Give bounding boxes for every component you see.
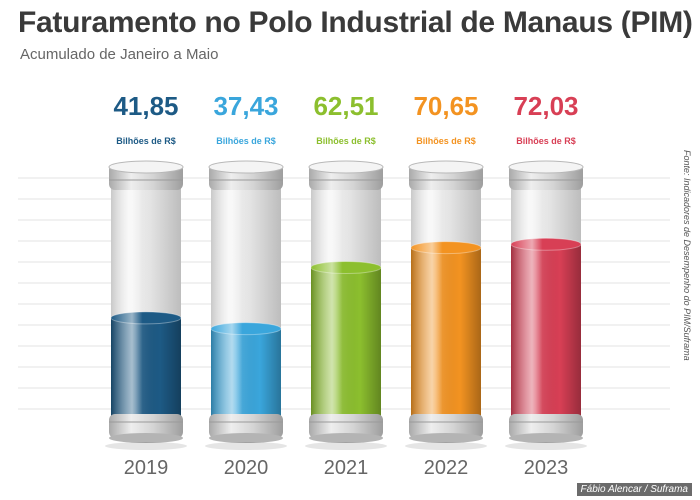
tube-top-rim bbox=[208, 160, 284, 174]
tube-shadow bbox=[105, 442, 187, 450]
source-text: Fonte: Indicadores de Desempenho do PIM/… bbox=[682, 150, 692, 361]
tube-bottom-cap bbox=[209, 414, 283, 438]
tube-bottom-rim bbox=[209, 433, 283, 443]
tube-shadow bbox=[405, 442, 487, 450]
tube-top-rim bbox=[308, 160, 384, 174]
year-label: 2022 bbox=[424, 457, 469, 479]
tube-bottom-cap bbox=[109, 414, 183, 438]
tube-top-rim bbox=[408, 160, 484, 174]
tube-bottom-rim bbox=[309, 433, 383, 443]
unit-label: Bilhões de R$ bbox=[516, 136, 576, 146]
value-label: 70,65 bbox=[413, 91, 478, 121]
tube-top-rim bbox=[108, 160, 184, 174]
tube-bottom-cap bbox=[509, 414, 583, 438]
value-label: 37,43 bbox=[213, 91, 278, 121]
tube-shine bbox=[511, 176, 581, 420]
year-label: 2019 bbox=[124, 457, 169, 479]
tube-bottom-rim bbox=[409, 433, 483, 443]
tube-shadow bbox=[505, 442, 587, 450]
tube-top-rim bbox=[508, 160, 584, 174]
source-note: Fonte: Indicadores de Desempenho do PIM/… bbox=[680, 150, 694, 470]
chart-title: Faturamento no Polo Industrial de Manaus… bbox=[18, 6, 693, 39]
value-label: 41,85 bbox=[113, 91, 178, 121]
year-label: 2021 bbox=[324, 457, 369, 479]
tube-bottom-rim bbox=[109, 433, 183, 443]
tube-bottom-rim bbox=[509, 433, 583, 443]
chart-subtitle: Acumulado de Janeiro a Maio bbox=[20, 46, 219, 63]
tube-bottom-cap bbox=[309, 414, 383, 438]
unit-label: Bilhões de R$ bbox=[316, 136, 376, 146]
tube-shine bbox=[411, 176, 481, 420]
tube-shadow bbox=[205, 442, 287, 450]
value-label: 72,03 bbox=[513, 91, 578, 121]
year-label: 2020 bbox=[224, 457, 269, 479]
tube-shine bbox=[211, 176, 281, 420]
tube-shadow bbox=[305, 442, 387, 450]
unit-label: Bilhões de R$ bbox=[216, 136, 276, 146]
year-label: 2023 bbox=[524, 457, 569, 479]
photo-credit: Fábio Alencar / Suframa bbox=[576, 483, 692, 496]
unit-label: Bilhões de R$ bbox=[116, 136, 176, 146]
unit-label: Bilhões de R$ bbox=[416, 136, 476, 146]
tube-bottom-cap bbox=[409, 414, 483, 438]
tube-shine bbox=[311, 176, 381, 420]
value-label: 62,51 bbox=[313, 91, 378, 121]
tube-shine bbox=[111, 176, 181, 420]
